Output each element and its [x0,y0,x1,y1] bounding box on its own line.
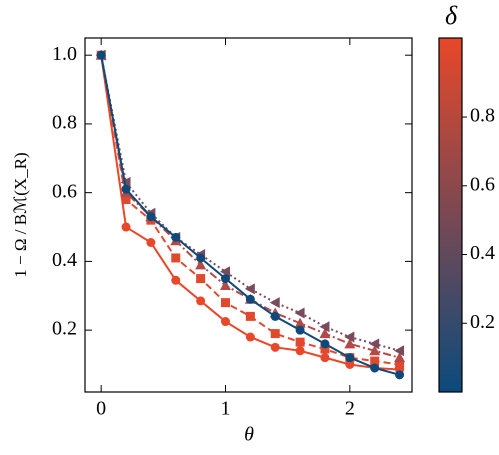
y-tick-label: 0.4 [52,249,77,271]
marker [270,342,280,352]
y-axis-label: 1 − Ω / Bℳ(X_R) [11,152,30,277]
marker [196,274,206,284]
marker [294,307,305,319]
marker [295,325,305,335]
marker [369,338,380,350]
marker [219,279,231,290]
marker [270,329,280,339]
y-tick-label: 0.6 [52,180,77,202]
marker [171,275,181,285]
y-tick-label: 1.0 [52,43,77,65]
colorbar [438,37,463,393]
marker [370,363,380,373]
marker [345,360,355,370]
marker [345,353,355,363]
marker [270,311,280,321]
x-axis-label: θ [244,424,254,446]
y-tick-label: 0.8 [52,112,77,134]
marker [319,328,331,339]
marker [121,184,131,194]
x-tick-label: 1 [220,398,230,420]
marker [320,344,330,354]
marker [245,332,255,342]
marker [245,311,255,321]
series-line [100,54,400,352]
marker [394,352,406,363]
colorbar-tick-label: 0.2 [470,311,495,333]
marker [171,232,181,242]
marker [220,317,230,327]
marker [295,337,305,347]
marker [244,283,255,295]
marker [395,370,405,380]
marker [320,339,330,349]
marker [220,274,230,284]
marker [369,345,381,356]
colorbar-tick-label: 0.8 [470,105,495,127]
marker [344,338,356,349]
y-tick-label: 0.2 [52,318,77,340]
marker [395,360,405,370]
marker [196,253,206,263]
x-tick-label: 2 [345,398,355,420]
marker [320,353,330,363]
marker [319,321,330,333]
colorbar-tick-label: 0.4 [470,242,495,264]
x-tick-label: 0 [96,398,106,420]
marker [269,297,280,309]
marker [220,298,230,308]
marker [196,296,206,306]
plot-frame [84,37,413,393]
marker [121,195,131,205]
marker [295,346,305,356]
marker [219,266,230,278]
marker [96,50,106,60]
marker [171,253,181,263]
marker [245,294,255,304]
colorbar-tick-label: 0.6 [470,173,495,195]
colorbar-label: δ [445,1,458,30]
marker [394,345,405,357]
marker [195,259,207,270]
marker [344,331,355,343]
marker [294,317,306,328]
marker [146,212,156,222]
marker [370,356,380,366]
marker [146,237,156,247]
marker [121,222,131,232]
